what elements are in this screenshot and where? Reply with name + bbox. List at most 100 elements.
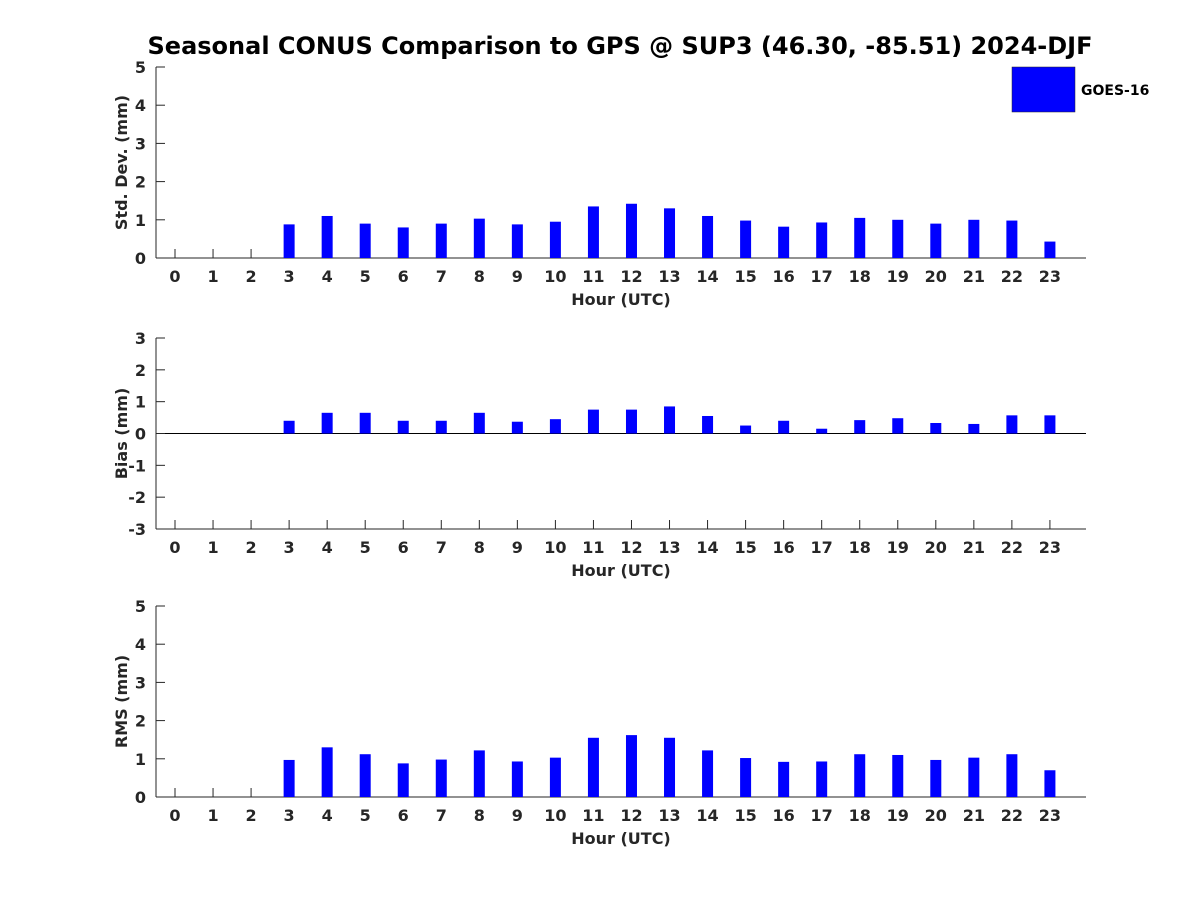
x-axis-label: Hour (UTC) — [571, 829, 671, 848]
x-tick-label: 21 — [963, 538, 985, 557]
x-tick-label: 9 — [512, 267, 523, 286]
y-tick-label: 3 — [135, 134, 146, 153]
bar-hour-21 — [968, 757, 980, 797]
chart-title: Seasonal CONUS Comparison to GPS @ SUP3 … — [148, 32, 1093, 60]
x-tick-label: 7 — [436, 267, 447, 286]
x-tick-label: 8 — [474, 806, 485, 825]
x-tick-label: 20 — [925, 267, 947, 286]
bar-hour-6 — [397, 763, 409, 797]
x-tick-label: 9 — [512, 538, 523, 557]
x-tick-label: 15 — [734, 806, 756, 825]
y-tick-label: 5 — [135, 58, 146, 77]
bar-hour-8 — [473, 218, 485, 258]
y-tick-label: -3 — [128, 520, 146, 539]
x-tick-label: 11 — [582, 538, 604, 557]
bar-hour-15 — [740, 220, 752, 258]
x-tick-label: 2 — [246, 538, 257, 557]
bar-hour-16 — [778, 761, 790, 797]
bar-hour-3 — [283, 420, 295, 434]
bar-hour-5 — [359, 223, 371, 258]
y-axis-label: RMS (mm) — [112, 655, 131, 748]
bar-hour-4 — [321, 215, 333, 258]
bar-hour-9 — [511, 224, 523, 258]
bar-hour-6 — [397, 227, 409, 258]
x-tick-label: 8 — [474, 267, 485, 286]
bar-hour-5 — [359, 412, 371, 434]
y-tick-label: 1 — [135, 211, 146, 230]
x-tick-label: 10 — [544, 538, 566, 557]
bar-hour-10 — [549, 221, 561, 258]
bar-hour-10 — [549, 419, 561, 434]
y-tick-label: 4 — [135, 635, 146, 654]
bar-hour-6 — [397, 420, 409, 434]
x-tick-label: 19 — [887, 538, 909, 557]
bar-hour-9 — [511, 421, 523, 434]
y-tick-label: 3 — [135, 329, 146, 348]
bar-hour-15 — [740, 425, 752, 434]
bar-hour-4 — [321, 747, 333, 797]
x-tick-label: 5 — [360, 538, 371, 557]
x-tick-label: 1 — [207, 267, 218, 286]
x-tick-label: 22 — [1001, 806, 1023, 825]
x-tick-label: 1 — [207, 806, 218, 825]
bar-hour-12 — [625, 203, 637, 258]
y-tick-label: 1 — [135, 393, 146, 412]
x-tick-label: 17 — [811, 267, 833, 286]
x-tick-label: 6 — [398, 267, 409, 286]
bar-hour-11 — [587, 206, 599, 258]
bar-hour-16 — [778, 420, 790, 434]
bar-hour-4 — [321, 412, 333, 434]
x-tick-label: 18 — [849, 267, 871, 286]
bar-hour-22 — [1006, 415, 1018, 434]
bar-hour-16 — [778, 226, 790, 258]
x-tick-label: 11 — [582, 267, 604, 286]
bar-hour-21 — [968, 423, 980, 434]
x-tick-label: 22 — [1001, 538, 1023, 557]
x-tick-label: 15 — [734, 538, 756, 557]
bar-hour-15 — [740, 758, 752, 797]
bar-hour-18 — [854, 754, 866, 797]
bar-hour-20 — [930, 422, 942, 434]
x-tick-label: 13 — [658, 806, 680, 825]
x-tick-label: 0 — [169, 538, 180, 557]
bar-hour-10 — [549, 757, 561, 797]
x-tick-label: 13 — [658, 267, 680, 286]
x-tick-label: 22 — [1001, 267, 1023, 286]
x-tick-label: 14 — [696, 538, 718, 557]
x-tick-label: 19 — [887, 267, 909, 286]
bar-hour-17 — [816, 428, 828, 434]
x-tick-label: 7 — [436, 806, 447, 825]
x-tick-label: 6 — [398, 538, 409, 557]
x-tick-label: 4 — [322, 267, 333, 286]
bar-hour-18 — [854, 217, 866, 258]
x-tick-label: 18 — [849, 806, 871, 825]
x-tick-label: 3 — [284, 267, 295, 286]
x-tick-label: 4 — [322, 538, 333, 557]
x-tick-label: 10 — [544, 267, 566, 286]
y-tick-label: 2 — [135, 173, 146, 192]
x-axis-label: Hour (UTC) — [571, 561, 671, 580]
x-tick-label: 14 — [696, 267, 718, 286]
x-tick-label: 17 — [811, 806, 833, 825]
bar-hour-12 — [625, 735, 637, 797]
x-tick-label: 7 — [436, 538, 447, 557]
x-tick-label: 20 — [925, 806, 947, 825]
x-tick-label: 21 — [963, 267, 985, 286]
y-tick-label: 5 — [135, 597, 146, 616]
x-tick-label: 16 — [773, 538, 795, 557]
bar-hour-3 — [283, 224, 295, 258]
x-tick-label: 19 — [887, 806, 909, 825]
bar-hour-5 — [359, 754, 371, 797]
bar-hour-9 — [511, 761, 523, 797]
bar-hour-14 — [702, 415, 714, 434]
x-tick-label: 0 — [169, 806, 180, 825]
bar-hour-22 — [1006, 220, 1018, 258]
bar-hour-14 — [702, 215, 714, 258]
bar-hour-19 — [892, 754, 904, 797]
x-tick-label: 10 — [544, 806, 566, 825]
bar-hour-7 — [435, 759, 447, 797]
bar-hour-19 — [892, 418, 904, 434]
x-tick-label: 12 — [620, 267, 642, 286]
